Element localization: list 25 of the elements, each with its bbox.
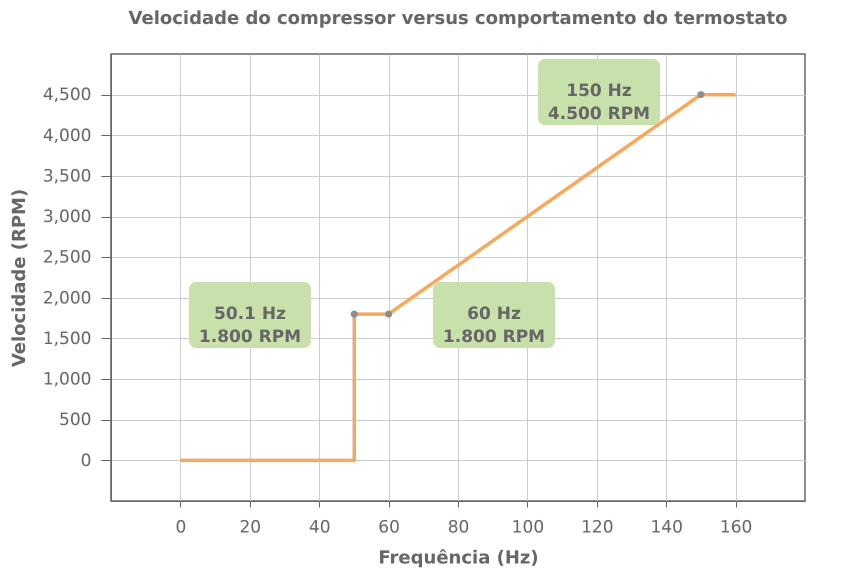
y-tick-label: 500 (59, 410, 92, 430)
x-tick-label: 80 (448, 518, 470, 538)
x-axis-title: Frequência (Hz) (378, 548, 539, 568)
annotation: 150 Hz 4.500 RPM (548, 81, 650, 124)
y-tick-label: 2,500 (42, 248, 92, 268)
y-tick-label: 2,000 (42, 288, 92, 308)
y-axis-title: Velocidade (RPM) (8, 188, 30, 368)
x-tick-label: 0 (175, 518, 186, 538)
x-tick-label: 20 (239, 518, 262, 538)
y-tick-label: 0 (80, 450, 92, 471)
annotation: 50.1 Hz 1.800 RPM (198, 304, 302, 347)
x-tick-label: 60 (378, 518, 400, 538)
y-tick-label: 3,500 (42, 166, 92, 186)
x-tick-label: 40 (308, 518, 331, 538)
annotation: 60 Hz 1.800 RPM (442, 304, 546, 347)
chart-title: Velocidade do compressor versus comportamento do termostato (128, 8, 788, 29)
x-tick-label: 120 (581, 518, 614, 538)
y-tick-label: 4,500 (42, 85, 92, 106)
y-tick-label: 4,000 (42, 126, 92, 146)
y-tick-label: 1,000 (42, 370, 92, 390)
x-tick-label: 140 (650, 518, 683, 538)
x-tick-label: 100 (512, 518, 544, 538)
y-tick-label: 3,000 (42, 207, 92, 228)
x-tick-label: 160 (720, 518, 752, 538)
y-tick-label: 1,500 (42, 328, 92, 349)
